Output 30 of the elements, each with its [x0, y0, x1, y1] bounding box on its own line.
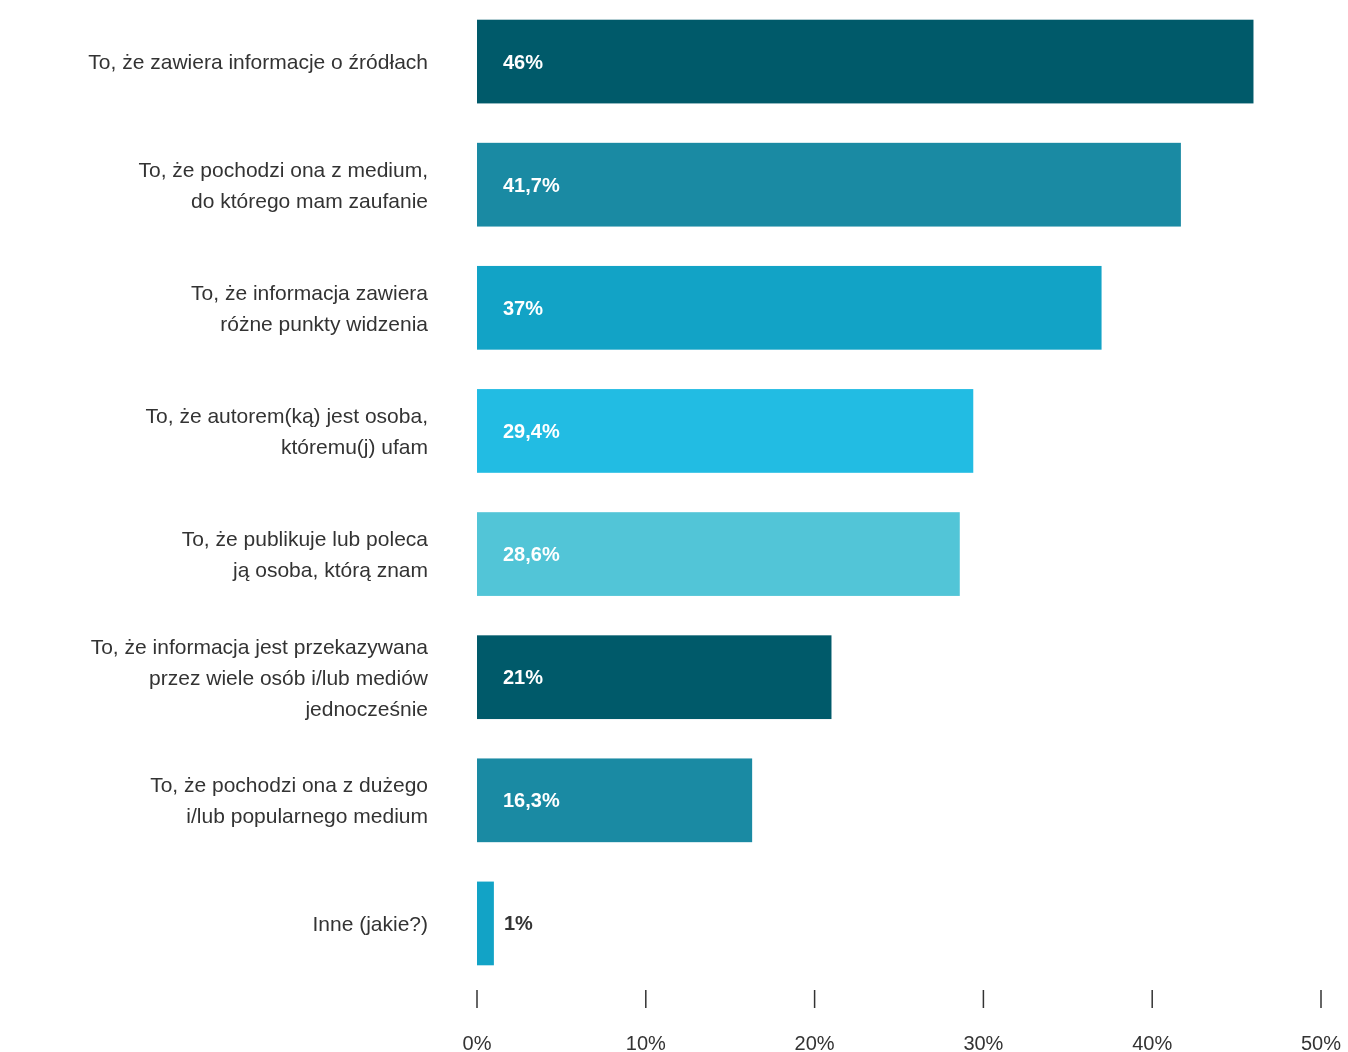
x-tick-label: 20%: [794, 1032, 835, 1052]
bar: [477, 265, 1102, 350]
y-tick-label: Inne (jakie?): [312, 911, 428, 935]
bar: [477, 758, 753, 843]
data-label: 16,3%: [503, 789, 560, 812]
y-tick-label: To, że autorem(ką) jest osoba, któremu(j) ufam: [145, 403, 428, 458]
bar: [477, 635, 832, 720]
bar: [477, 142, 1181, 227]
bar: [477, 881, 494, 966]
bar: [477, 389, 974, 473]
x-tick-label: 10%: [625, 1032, 667, 1052]
y-tick-label: To, że publikuje lub poleca ją osoba, którą znam: [181, 526, 429, 581]
bar: [477, 19, 1254, 104]
y-tick-label: To, że pochodzi ona z dużego i/lub popularnego medium: [150, 773, 428, 828]
y-tick-label: To, że informacja jest przekazywana przez wiele osób i/lub mediów jednocześnie: [90, 634, 429, 720]
data-label: 28,6%: [503, 543, 560, 566]
data-label: 21%: [503, 666, 544, 689]
bar: [477, 512, 960, 596]
y-tick-label: To, że zawiera informacje o źródłach: [88, 49, 428, 73]
data-label: 37%: [503, 296, 544, 319]
x-tick-label: 50%: [1300, 1032, 1342, 1052]
y-tick-label: To, że pochodzi ona z medium, do którego mam zaufanie: [138, 157, 428, 212]
data-label: 29,4%: [503, 419, 560, 442]
data-label: 46%: [503, 50, 544, 73]
x-tick-label: 0%: [462, 1032, 492, 1052]
y-tick-label: To, że informacja zawiera różne punkty widzenia: [191, 280, 429, 335]
x-tick-label: 40%: [1132, 1032, 1173, 1052]
data-label: 1%: [503, 912, 533, 935]
data-label: 41,7%: [503, 173, 560, 196]
x-tick-label: 30%: [963, 1032, 1004, 1052]
